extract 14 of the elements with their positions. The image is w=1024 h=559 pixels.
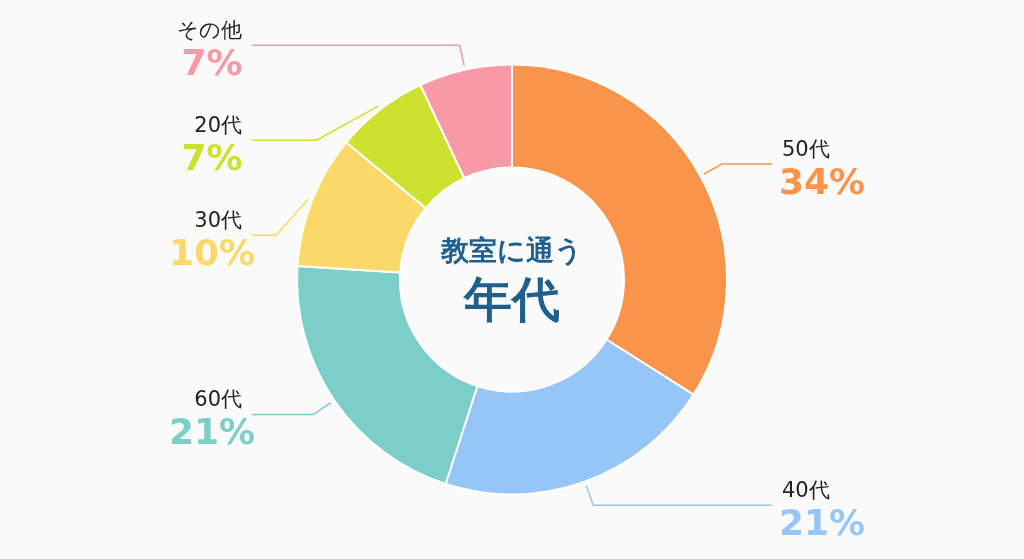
slice-label: 20代 xyxy=(194,113,242,138)
slice-label: 40代 xyxy=(782,478,830,503)
text: 年代 xyxy=(462,270,560,327)
text: 教室に通う xyxy=(440,233,583,267)
slice-label: その他 xyxy=(177,18,242,43)
slice-label: 60代 xyxy=(194,387,242,412)
data-label: 7% xyxy=(181,137,243,179)
slice-label: 30代 xyxy=(194,208,242,233)
data-label: 10% xyxy=(168,232,256,274)
slice-label: 50代 xyxy=(782,136,830,161)
data-label: 21% xyxy=(168,411,256,453)
data-label: 34% xyxy=(778,160,866,202)
data-label: 21% xyxy=(778,502,866,544)
data-label: 7% xyxy=(181,42,243,84)
